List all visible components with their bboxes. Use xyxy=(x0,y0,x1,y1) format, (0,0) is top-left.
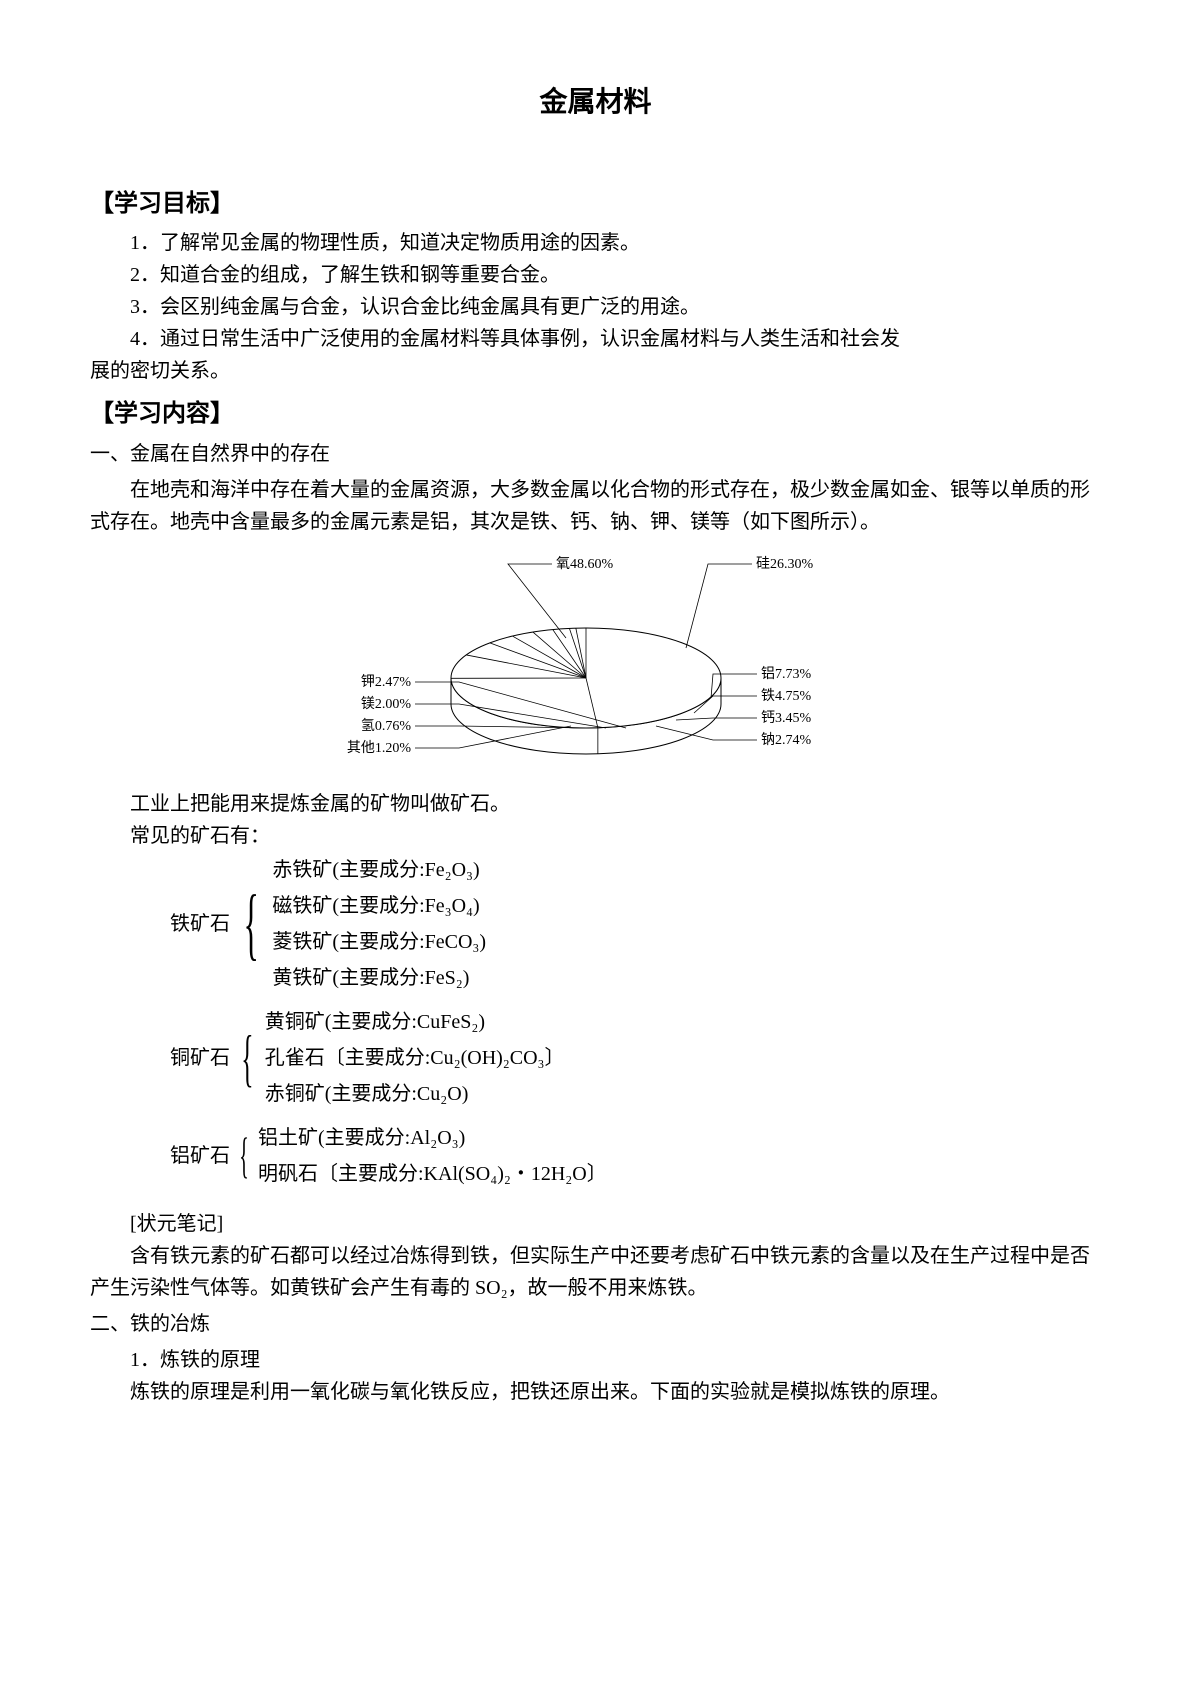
content-header: 【学习内容】 xyxy=(90,395,1101,433)
pie-chart-svg: 氧48.60% 硅26.30% 铝7.73% 铁4.75% 钙3.45% 钠2.74% 钾2… xyxy=(316,548,876,768)
part2-para1: 炼铁的原理是利用一氧化碳与氧化铁反应，把铁还原出来。下面的实验就是模拟炼铁的原理… xyxy=(90,1376,1101,1408)
part1-para1: 在地壳和海洋中存在着大量的金属资源，大多数金属以化合物的形式存在，极少数金属如金… xyxy=(90,474,1101,538)
note-label: [状元笔记] xyxy=(90,1208,1101,1240)
ore-list: 铁矿石 { 赤铁矿(主要成分:Fe₂O₃) 磁铁矿(主要成分:Fe₃O₄) 菱铁… xyxy=(170,852,1101,1192)
objective-3: 3．会区别纯金属与合金，认识合金比纯金属具有更广泛的用途。 xyxy=(90,291,1101,323)
svg-text:铝7.73%: 铝7.73% xyxy=(761,666,811,682)
objective-2: 2．知道合金的组成，了解生铁和钢等重要合金。 xyxy=(90,259,1101,291)
brace-icon: { xyxy=(239,1133,249,1178)
iron-ore-group: 铁矿石 { 赤铁矿(主要成分:Fe₂O₃) 磁铁矿(主要成分:Fe₃O₄) 菱铁… xyxy=(170,852,1101,996)
iron-ore-item: 磁铁矿(主要成分:Fe₃O₄) xyxy=(272,888,486,924)
copper-ore-group: 铜矿石 { 黄铜矿(主要成分:CuFeS₂) 孔雀石〔主要成分:Cu₂(OH)₂… xyxy=(170,1004,1101,1112)
crust-composition-chart: 氧48.60% 硅26.30% 铝7.73% 铁4.75% 钙3.45% 钠2.74% 钾2… xyxy=(90,548,1101,778)
part1-para2: 工业上把能用来提炼金属的矿物叫做矿石。 xyxy=(90,788,1101,820)
aluminum-ore-label: 铝矿石 xyxy=(170,1140,230,1172)
part1-heading: 一、金属在自然界中的存在 xyxy=(90,438,1101,470)
aluminum-ore-item: 铝土矿(主要成分:Al₂O₃) xyxy=(258,1120,607,1156)
doc-title: 金属材料 xyxy=(90,80,1101,125)
svg-text:铁4.75%: 铁4.75% xyxy=(761,688,811,704)
svg-text:氢0.76%: 氢0.76% xyxy=(360,718,410,734)
copper-ore-item: 黄铜矿(主要成分:CuFeS₂) xyxy=(265,1004,565,1040)
svg-text:钠2.74%: 钠2.74% xyxy=(761,732,811,748)
note-text: 含有铁元素的矿石都可以经过冶炼得到铁，但实际生产中还要考虑矿石中铁元素的含量以及… xyxy=(90,1240,1101,1304)
iron-ore-item: 菱铁矿(主要成分:FeCO₃) xyxy=(272,924,486,960)
part1-para3: 常见的矿石有： xyxy=(90,820,1101,852)
svg-text:镁2.00%: 镁2.00% xyxy=(360,696,410,712)
copper-ore-items: 黄铜矿(主要成分:CuFeS₂) 孔雀石〔主要成分:Cu₂(OH)₂CO₃〕 赤… xyxy=(265,1004,565,1112)
copper-ore-item: 孔雀石〔主要成分:Cu₂(OH)₂CO₃〕 xyxy=(265,1040,565,1076)
copper-ore-label: 铜矿石 xyxy=(170,1042,230,1074)
aluminum-ore-items: 铝土矿(主要成分:Al₂O₃) 明矾石〔主要成分:KAl(SO₄)₂・12H₂O… xyxy=(258,1120,607,1192)
svg-text:其他1.20%: 其他1.20% xyxy=(346,740,410,756)
iron-ore-label: 铁矿石 xyxy=(170,908,230,940)
objective-1: 1．了解常见金属的物理性质，知道决定物质用途的因素。 xyxy=(90,227,1101,259)
objective-4: 4．通过日常生活中广泛使用的金属材料等具体事例，认识金属材料与人类生活和社会发 xyxy=(90,323,1101,355)
iron-ore-item: 赤铁矿(主要成分:Fe₂O₃) xyxy=(272,852,486,888)
brace-icon: { xyxy=(244,888,259,960)
svg-text:硅26.30%: 硅26.30% xyxy=(756,556,813,572)
brace-icon: { xyxy=(241,1029,253,1087)
svg-text:钾2.47%: 钾2.47% xyxy=(360,674,410,690)
objectives-header: 【学习目标】 xyxy=(90,185,1101,223)
part2-heading: 二、铁的冶炼 xyxy=(90,1308,1101,1340)
part2-sub1: 1．炼铁的原理 xyxy=(90,1344,1101,1376)
aluminum-ore-group: 铝矿石 { 铝土矿(主要成分:Al₂O₃) 明矾石〔主要成分:KAl(SO₄)₂… xyxy=(170,1120,1101,1192)
aluminum-ore-item: 明矾石〔主要成分:KAl(SO₄)₂・12H₂O〕 xyxy=(258,1156,607,1192)
svg-text:氧48.60%: 氧48.60% xyxy=(556,556,613,572)
iron-ore-items: 赤铁矿(主要成分:Fe₂O₃) 磁铁矿(主要成分:Fe₃O₄) 菱铁矿(主要成分… xyxy=(272,852,486,996)
objective-4-cont: 展的密切关系。 xyxy=(90,355,1101,387)
svg-text:钙3.45%: 钙3.45% xyxy=(761,710,811,726)
copper-ore-item: 赤铜矿(主要成分:Cu₂O) xyxy=(265,1076,565,1112)
iron-ore-item: 黄铁矿(主要成分:FeS₂) xyxy=(272,960,486,996)
